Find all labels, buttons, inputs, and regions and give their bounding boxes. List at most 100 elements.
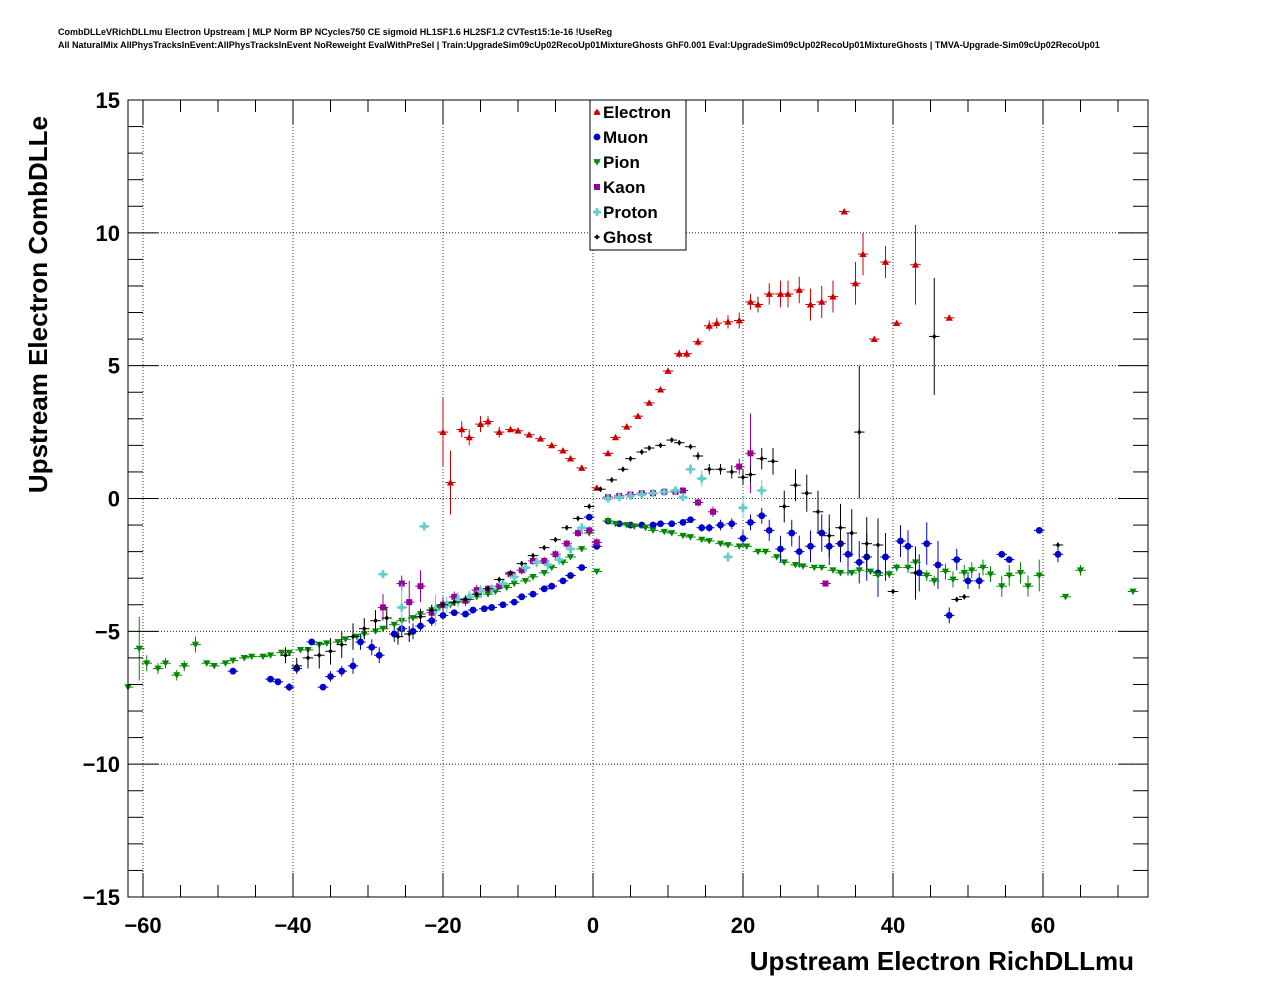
data-point <box>532 558 541 567</box>
data-point <box>634 412 642 420</box>
data-point <box>379 625 387 633</box>
data-point <box>406 599 413 606</box>
data-point <box>521 577 530 585</box>
data-point <box>1024 583 1032 590</box>
data-point <box>923 540 931 548</box>
data-point <box>240 655 248 662</box>
data-point <box>979 564 987 572</box>
data-point <box>542 544 547 551</box>
legend-item-kaon: Kaon <box>594 178 646 197</box>
data-point <box>975 577 983 585</box>
data-point <box>923 572 931 580</box>
data-point <box>765 526 773 534</box>
data-point <box>429 607 434 613</box>
data-point <box>349 662 357 670</box>
data-point <box>829 567 837 574</box>
data-point <box>791 562 800 569</box>
data-point <box>660 487 669 496</box>
data-point <box>881 258 890 265</box>
y-tick-label: 10 <box>96 221 120 246</box>
data-point <box>818 298 826 305</box>
data-point <box>780 559 788 566</box>
data-point <box>656 385 665 393</box>
data-point <box>866 568 875 576</box>
data-point <box>480 605 488 613</box>
data-point <box>897 537 904 545</box>
data-point <box>754 300 762 308</box>
data-point <box>713 319 721 327</box>
data-point <box>964 577 972 585</box>
data-point <box>705 322 713 329</box>
data-point <box>765 290 773 297</box>
tick-labels: −60 −40 −20 0 20 40 60 −15 −10 −5 0 5 10 15 <box>83 88 1056 938</box>
data-point <box>829 292 837 300</box>
data-point <box>283 652 288 659</box>
data-point <box>657 520 664 528</box>
data-point <box>890 588 896 595</box>
data-point <box>566 455 575 462</box>
data-point <box>529 590 537 598</box>
data-point <box>857 429 862 435</box>
data-point <box>417 622 424 630</box>
data-point <box>499 579 507 588</box>
data-point <box>465 433 473 441</box>
data-point <box>705 538 713 545</box>
legend-item-muon: Muon <box>593 128 648 147</box>
data-point <box>649 521 657 529</box>
data-point <box>604 494 612 503</box>
data-point <box>669 437 674 443</box>
y-tick-label: −5 <box>95 619 120 644</box>
y-tick-label: −15 <box>83 885 120 910</box>
data-point <box>308 638 316 646</box>
data-point <box>317 652 322 659</box>
series-proton <box>377 463 767 632</box>
legend-marker <box>594 234 600 240</box>
data-point <box>379 570 387 579</box>
data-point <box>998 550 1006 558</box>
data-point <box>815 508 821 515</box>
x-tick-label: 0 <box>587 913 599 938</box>
data-point <box>350 633 356 640</box>
data-point <box>463 596 468 603</box>
data-point <box>904 542 912 550</box>
data-point <box>555 555 564 564</box>
data-point <box>754 548 762 556</box>
data-point <box>519 560 524 567</box>
data-point <box>525 431 533 438</box>
y-tick-label: −10 <box>83 752 120 777</box>
data-point <box>686 465 695 474</box>
data-point <box>844 550 852 558</box>
data-point <box>623 423 631 430</box>
data-point <box>323 640 331 647</box>
data-point <box>578 564 586 571</box>
x-tick-label: 20 <box>731 913 755 938</box>
data-point <box>913 570 918 576</box>
data-point <box>465 592 474 601</box>
data-point <box>305 655 311 661</box>
data-point <box>885 571 893 578</box>
data-point <box>488 604 496 611</box>
data-point <box>1076 567 1085 574</box>
data-point <box>407 631 412 637</box>
data-point <box>510 580 518 588</box>
legend: Electron Muon Pion Kaon Proton Ghost <box>589 99 687 251</box>
series-electron <box>437 207 955 515</box>
data-point <box>683 350 691 357</box>
data-point <box>417 583 424 590</box>
data-point <box>469 606 477 614</box>
data-point <box>953 556 961 564</box>
x-tick-label: −20 <box>424 913 461 938</box>
data-point <box>941 568 950 576</box>
data-point <box>1054 550 1062 558</box>
data-point <box>510 598 518 606</box>
data-point <box>521 563 530 572</box>
x-tick-label: −60 <box>124 913 161 938</box>
series-muon <box>227 507 1064 692</box>
data-point <box>724 318 732 325</box>
data-point <box>932 333 937 340</box>
data-point <box>804 490 809 496</box>
data-point <box>604 449 612 457</box>
x-tick-label: 60 <box>1031 913 1055 938</box>
data-point <box>285 649 293 657</box>
data-point <box>585 513 593 521</box>
